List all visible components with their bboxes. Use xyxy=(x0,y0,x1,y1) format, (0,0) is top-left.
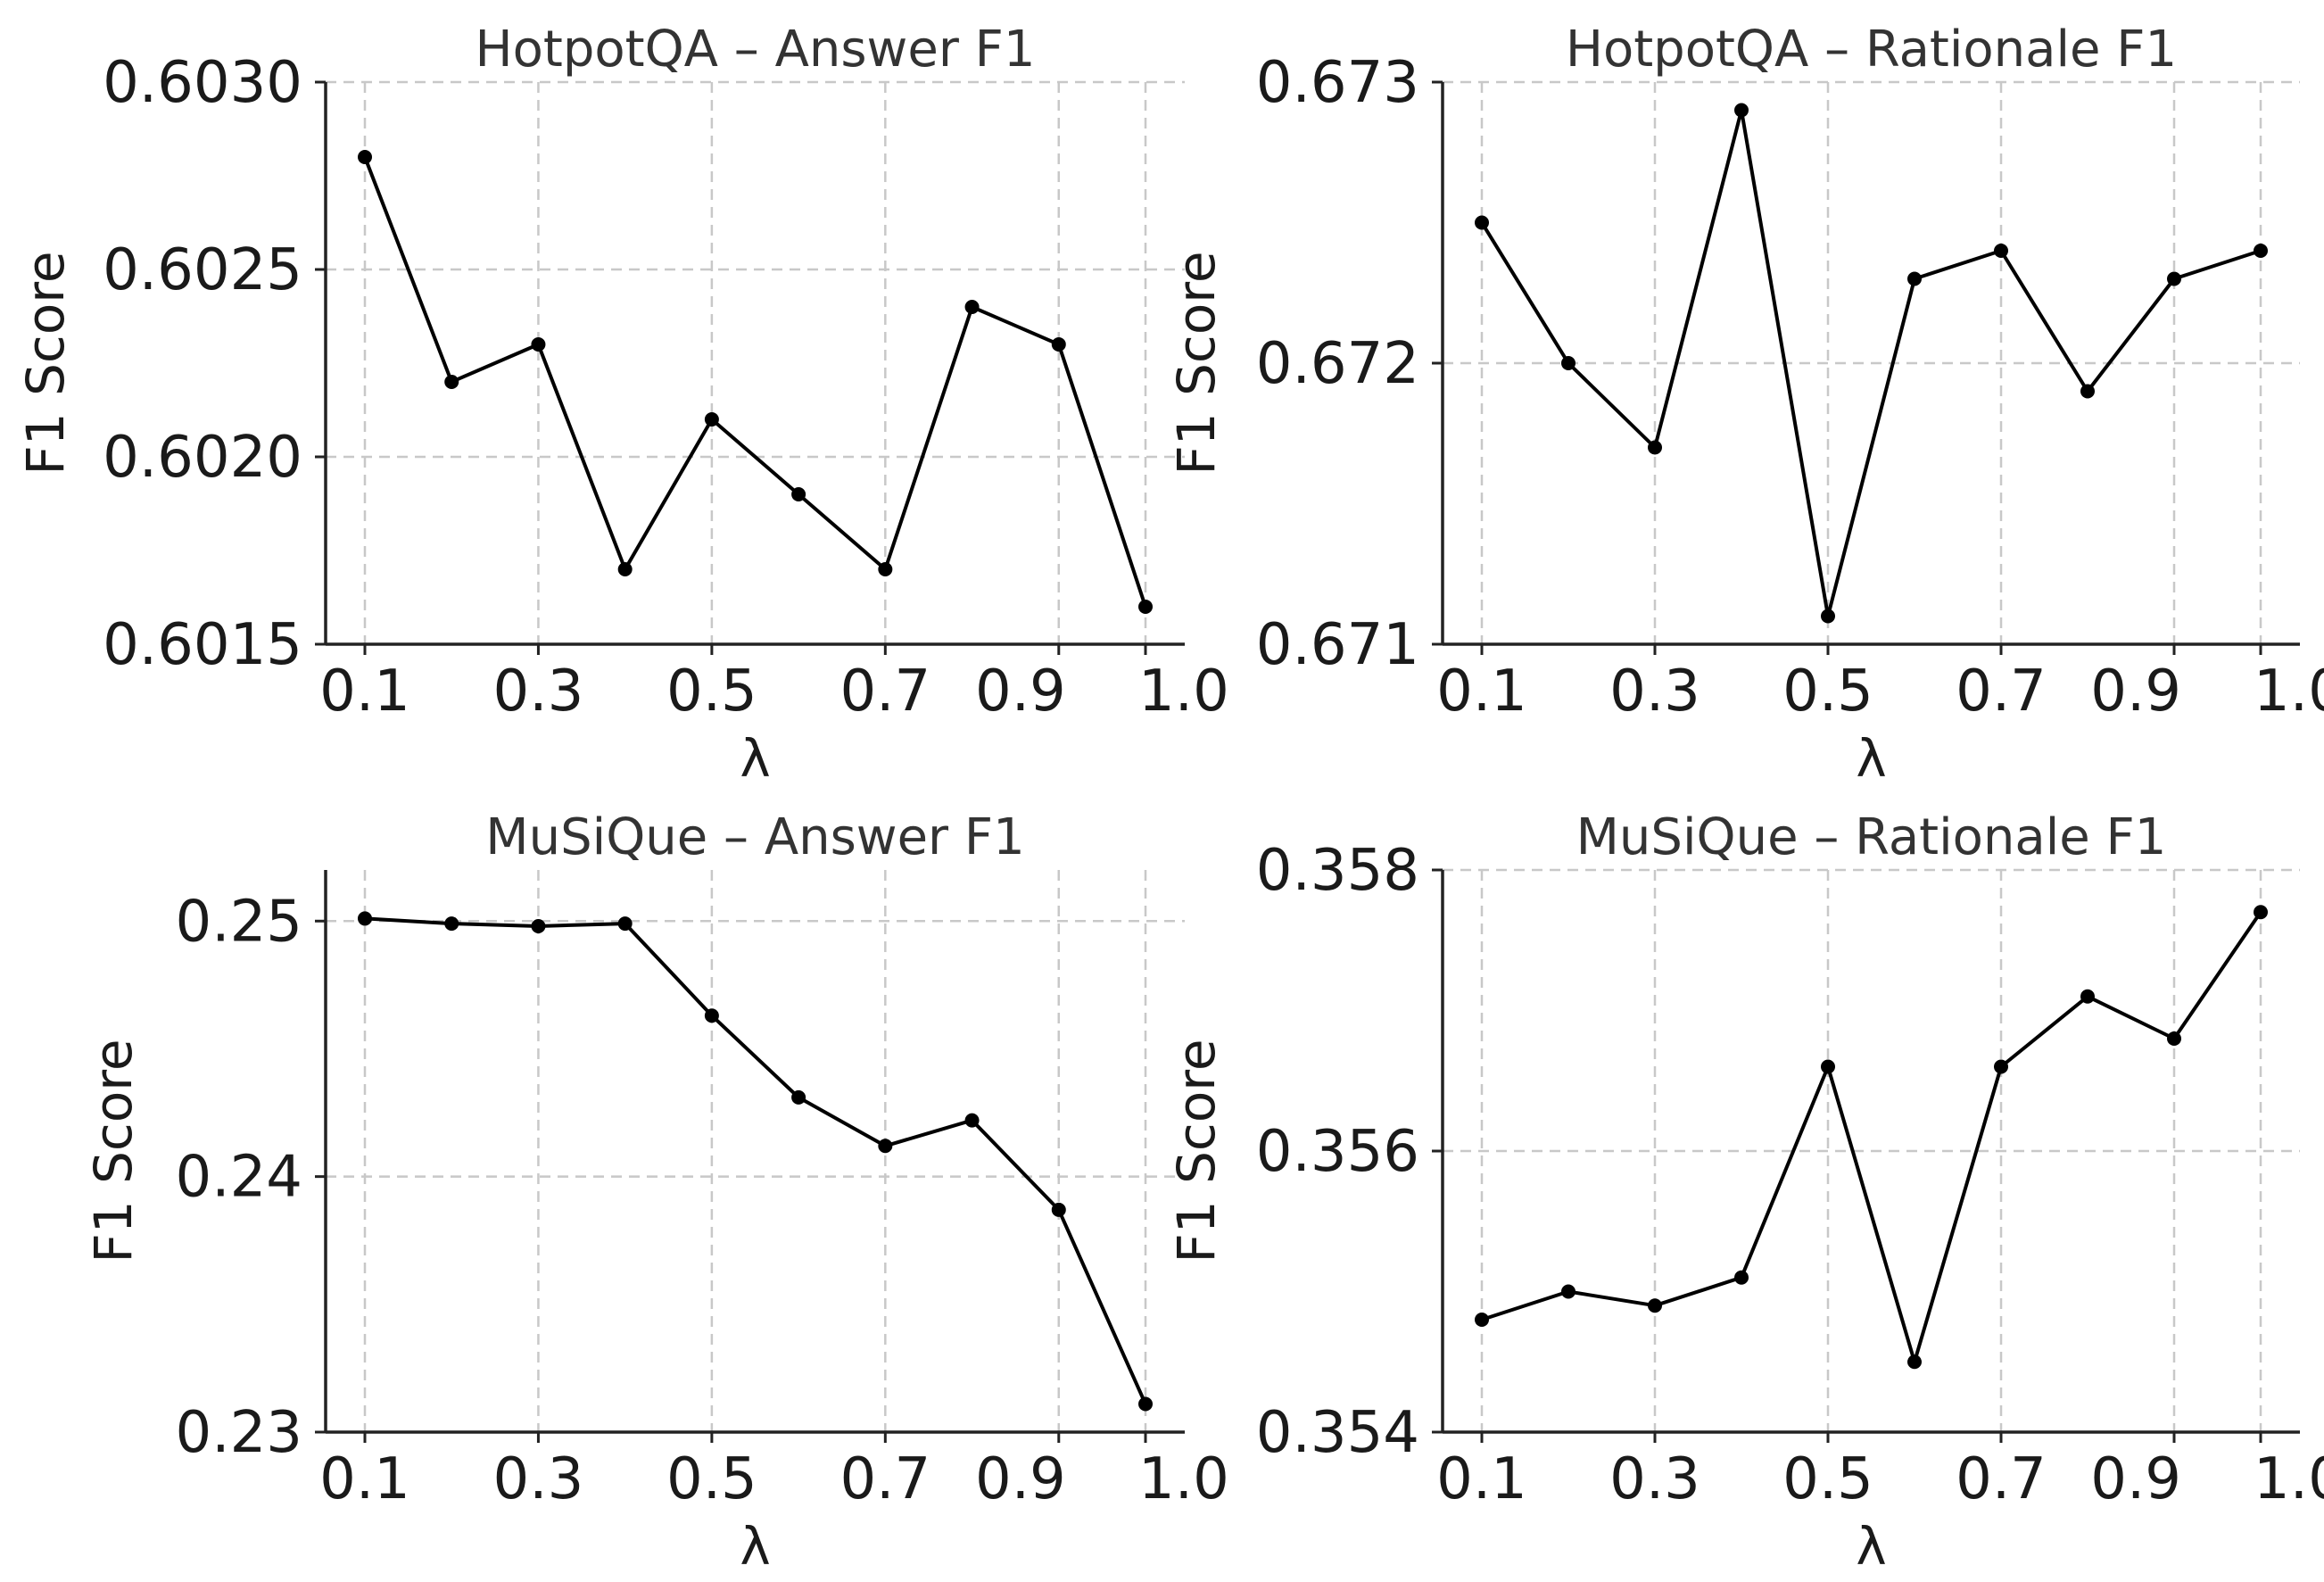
x-tick-label: 0.9 xyxy=(2090,658,2181,725)
x-tick-label: 0.5 xyxy=(666,1446,757,1512)
subplot-musique-answer: 0.1 0.3 0.5 0.7 0.9 1.0 0.23 0.24 0.25 MuSiQue – … xyxy=(83,808,1229,1577)
data-point xyxy=(358,911,372,926)
y-tick-label: 0.354 xyxy=(1256,1400,1419,1466)
y-tick-label: 0.672 xyxy=(1256,331,1419,397)
x-tick-label: 1.0 xyxy=(1138,658,1229,725)
x-tick-label: 0.1 xyxy=(1436,1446,1527,1512)
subplot-title: MuSiQue – Rationale F1 xyxy=(1576,808,2167,866)
y-tick-label: 0.6020 xyxy=(103,425,302,491)
y-tick-label: 0.358 xyxy=(1256,838,1419,904)
subplot-hotpotqa-answer: 0.1 0.3 0.5 0.7 0.9 1.0 0.6015 0.6020 0.6025 0.60… xyxy=(15,21,1229,789)
y-axis-label: F1 Score xyxy=(83,1039,144,1263)
data-point xyxy=(791,1089,806,1105)
data-point xyxy=(1051,337,1066,352)
x-tick-label: 1.0 xyxy=(2254,1446,2324,1512)
x-axis-label: λ xyxy=(1856,1516,1886,1577)
data-point xyxy=(964,1113,980,1128)
data-point xyxy=(878,1139,893,1154)
subplot-title: HotpotQA – Rationale F1 xyxy=(1566,21,2177,79)
data-point xyxy=(878,562,893,576)
data-point xyxy=(1821,1059,1835,1074)
subplot-title: MuSiQue – Answer F1 xyxy=(485,808,1024,866)
x-tick-label: 0.3 xyxy=(1609,658,1700,725)
x-tick-label: 0.5 xyxy=(666,658,757,725)
data-point xyxy=(1907,1354,1922,1370)
x-tick-label: 0.9 xyxy=(975,1446,1066,1512)
x-tick-label: 0.5 xyxy=(1782,658,1873,725)
x-tick-label: 0.5 xyxy=(1782,1446,1873,1512)
x-axis-label: λ xyxy=(1856,728,1886,789)
x-tick-label: 0.7 xyxy=(1956,1446,2047,1512)
data-point xyxy=(1138,1396,1153,1412)
subplot-hotpotqa-rationale: 0.1 0.3 0.5 0.7 0.9 1.0 0.671 0.672 0.673 HotpotQ… xyxy=(1166,21,2324,789)
y-tick-label: 0.6025 xyxy=(103,237,302,303)
data-point xyxy=(2254,244,2268,258)
x-tick-label: 0.3 xyxy=(493,1446,584,1512)
x-tick-label: 0.1 xyxy=(319,658,410,725)
data-point xyxy=(2080,384,2095,399)
data-point xyxy=(1994,244,2008,258)
data-point xyxy=(964,300,980,314)
data-point xyxy=(358,150,372,164)
data-point xyxy=(1907,271,1922,286)
series-line xyxy=(364,916,1147,1405)
y-tick-label: 0.24 xyxy=(176,1145,303,1211)
data-point xyxy=(1475,1313,1489,1327)
data-point xyxy=(2080,989,2095,1004)
y-tick-label: 0.671 xyxy=(1256,612,1419,678)
data-point xyxy=(1648,440,1662,455)
x-tick-label: 0.3 xyxy=(1609,1446,1700,1512)
y-axis-label: F1 Score xyxy=(15,251,76,475)
y-tick-label: 0.6015 xyxy=(103,612,302,678)
data-point xyxy=(617,916,633,932)
x-tick-label: 0.9 xyxy=(2090,1446,2181,1512)
data-point xyxy=(704,1008,719,1023)
series-line xyxy=(363,156,1147,608)
x-tick-label: 0.7 xyxy=(839,1446,930,1512)
y-tick-label: 0.23 xyxy=(176,1400,303,1466)
x-tick-label: 0.9 xyxy=(975,658,1066,725)
data-point xyxy=(444,375,459,389)
x-tick-label: 0.1 xyxy=(319,1446,410,1512)
data-point xyxy=(1138,600,1153,614)
data-point xyxy=(2167,271,2181,286)
subplot-title: HotpotQA – Answer F1 xyxy=(476,21,1036,79)
data-point xyxy=(1475,215,1489,230)
series-line xyxy=(1481,911,2262,1364)
x-tick-label: 0.7 xyxy=(1956,658,2047,725)
data-point xyxy=(1734,1270,1749,1285)
data-point xyxy=(1734,103,1749,118)
y-tick-label: 0.6030 xyxy=(103,50,302,116)
data-point xyxy=(1051,1202,1066,1217)
data-point xyxy=(1648,1298,1662,1313)
data-point xyxy=(1821,609,1835,624)
data-point xyxy=(1561,1284,1576,1299)
x-tick-label: 1.0 xyxy=(2254,658,2324,725)
data-point xyxy=(2167,1031,2181,1046)
data-point xyxy=(1561,356,1576,370)
y-axis-label: F1 Score xyxy=(1166,1039,1227,1263)
data-point xyxy=(531,337,546,352)
y-tick-label: 0.356 xyxy=(1256,1119,1419,1185)
x-tick-label: 0.3 xyxy=(493,658,584,725)
data-point xyxy=(791,487,806,501)
series-line xyxy=(1480,108,2262,618)
data-point xyxy=(704,412,719,427)
data-point xyxy=(531,919,546,933)
x-tick-label: 0.1 xyxy=(1436,658,1527,725)
data-point xyxy=(1994,1059,2008,1074)
subplot-musique-rationale: 0.1 0.3 0.5 0.7 0.9 1.0 0.354 0.356 0.358 MuSiQue… xyxy=(1166,808,2324,1577)
x-tick-label: 1.0 xyxy=(1138,1446,1229,1512)
y-tick-label: 0.673 xyxy=(1256,50,1419,116)
x-axis-label: λ xyxy=(740,1516,770,1577)
y-tick-label: 0.25 xyxy=(176,889,303,955)
x-axis-label: λ xyxy=(740,728,770,789)
data-point xyxy=(444,916,459,932)
data-point xyxy=(2254,905,2268,920)
x-tick-label: 0.7 xyxy=(839,658,930,725)
y-axis-label: F1 Score xyxy=(1166,251,1227,475)
data-point xyxy=(617,562,633,576)
